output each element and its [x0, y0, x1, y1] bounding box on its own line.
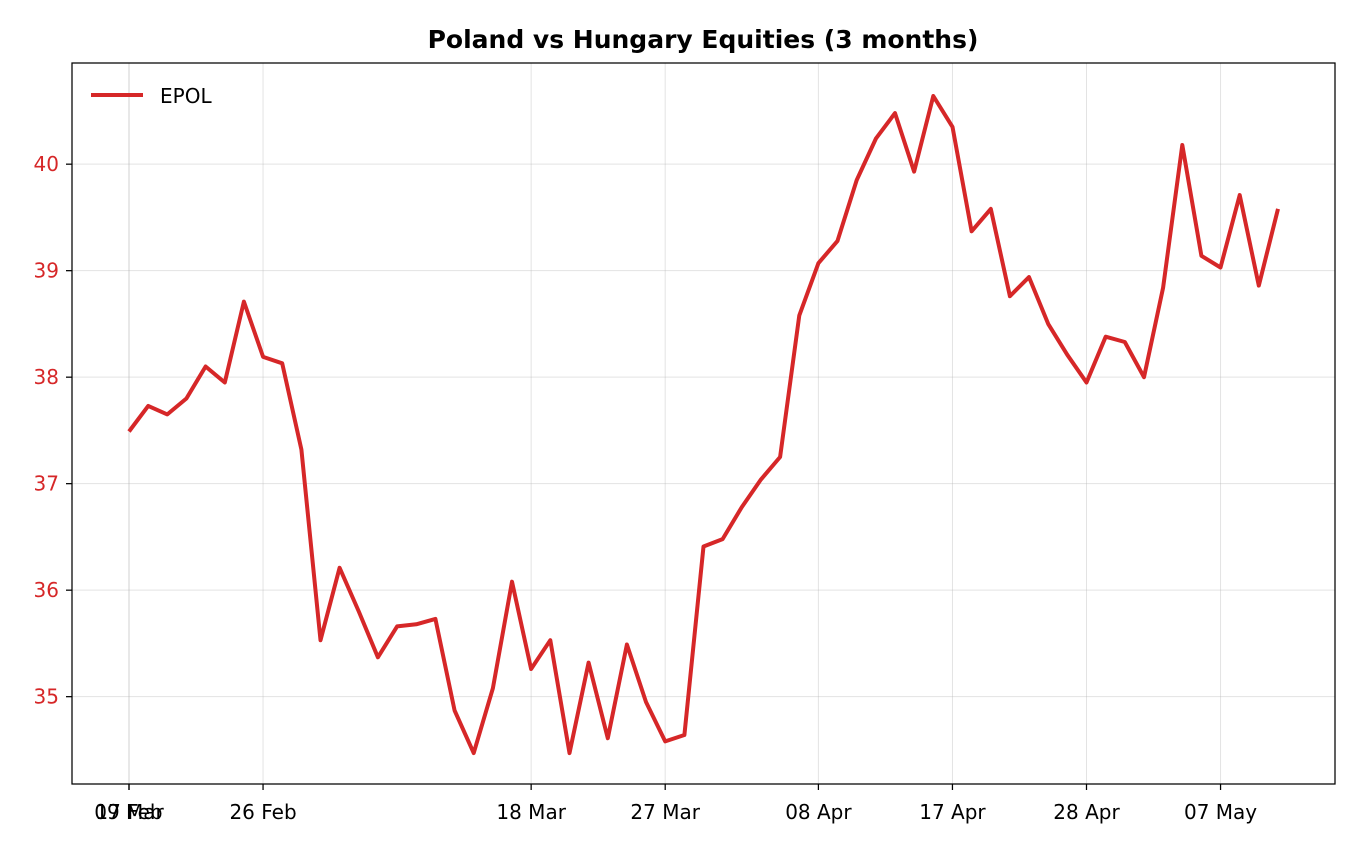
grid — [72, 63, 1335, 784]
series-layer — [127, 94, 1280, 756]
x-tick-label: 17 Feb — [95, 800, 162, 824]
y-tick-label: 36 — [34, 578, 59, 602]
x-tick-label: 18 Mar — [496, 800, 566, 824]
chart-title: Poland vs Hungary Equities (3 months) — [428, 25, 979, 54]
x-tick-label: 17 Apr — [919, 800, 986, 824]
y-tick-label: 39 — [34, 259, 59, 283]
y-tick-label: 37 — [34, 472, 59, 496]
y-axis: 35 36 37 38 39 40 — [34, 152, 72, 709]
x-tick-label: 28 Apr — [1053, 800, 1120, 824]
plot-area — [71, 62, 1336, 785]
legend: EPOL — [91, 84, 212, 108]
x-axis: 17 Feb 26 Feb 09 Mar 18 Mar 27 Mar 08 Apr 17 A… — [94, 784, 1257, 824]
x-tick-label: 27 Mar — [630, 800, 700, 824]
x-tick-label: 08 Apr — [785, 800, 852, 824]
x-tick-label: 26 Feb — [229, 800, 296, 824]
x-tick-label: 07 May — [1184, 800, 1257, 824]
y-tick-label: 38 — [34, 365, 59, 389]
y-tick-label: 40 — [34, 152, 59, 176]
y-tick-label: 35 — [34, 685, 59, 709]
series-line-epol — [127, 94, 1280, 756]
legend-label: EPOL — [160, 84, 212, 108]
x-tick-label: 09 Mar — [94, 800, 164, 824]
